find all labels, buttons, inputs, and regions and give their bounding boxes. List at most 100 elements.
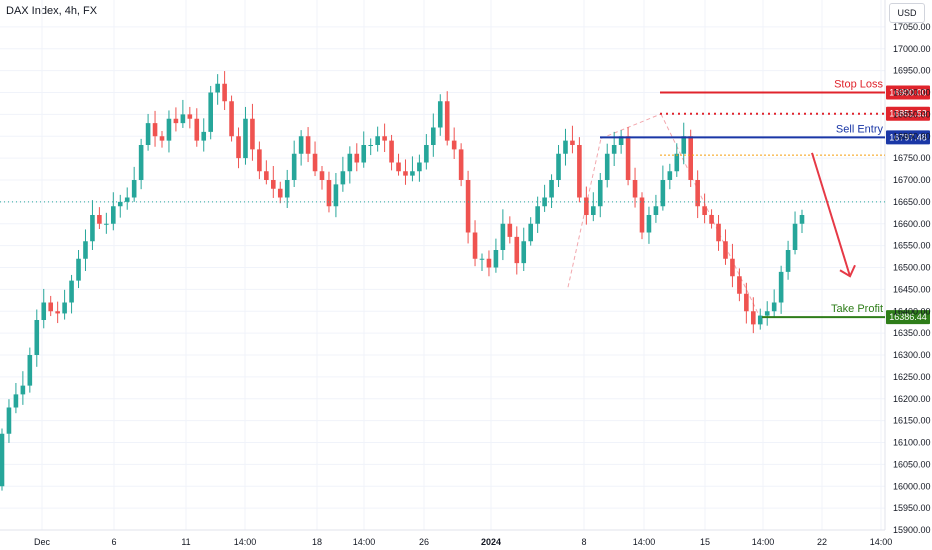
candle-body: [201, 131, 207, 141]
candle-body: [604, 153, 610, 180]
candle-body: [744, 293, 749, 312]
candle-body: [500, 223, 506, 250]
candle-body: [785, 250, 791, 272]
level-name: Sell Entry: [836, 123, 884, 135]
y-tick-label: 16250.00: [893, 372, 931, 382]
candle-body: [48, 302, 53, 312]
x-tick-label: 14:00: [234, 537, 257, 547]
candle-body: [716, 223, 721, 242]
candle-body: [507, 223, 513, 237]
candle-body: [124, 197, 130, 202]
candle-body: [799, 215, 805, 224]
y-tick-label: 16200.00: [893, 394, 931, 404]
y-tick-label: 16350.00: [893, 328, 931, 338]
candle-body: [298, 136, 304, 154]
x-tick-label: 26: [419, 537, 429, 547]
candle-body: [646, 215, 652, 233]
pattern-line: [600, 113, 662, 139]
level-badge-label: 16851.53: [889, 109, 927, 119]
x-tick-label: 18: [312, 537, 322, 547]
candle-body: [361, 145, 367, 163]
candle-body: [451, 140, 457, 150]
level-name: Take Profit: [831, 303, 883, 315]
candle-body: [424, 145, 429, 163]
candle-body: [632, 180, 638, 198]
candle-body: [34, 320, 40, 355]
y-tick-label: 15950.00: [893, 503, 931, 513]
candle-body: [702, 206, 707, 215]
x-tick-label: 2024: [481, 537, 501, 547]
candle-body: [723, 241, 728, 259]
price-levels: Stop Loss 16900.00 16851.53 Sell Entry 16797…: [0, 79, 930, 325]
candle-body: [514, 236, 520, 264]
x-tick-label: 15: [700, 537, 710, 547]
candle-body: [340, 171, 346, 185]
x-tick-label: 14:00: [870, 537, 893, 547]
candle-body: [577, 145, 582, 198]
level-badge-label: 16386.44: [889, 312, 927, 322]
candle-body: [535, 206, 540, 224]
chart-title: DAX Index, 4h, FX: [6, 5, 98, 17]
candle-body: [20, 385, 26, 395]
candle-body: [389, 140, 394, 163]
candle-body: [243, 118, 248, 159]
candle-body: [660, 180, 666, 207]
candle-body: [138, 145, 144, 180]
candle-body: [688, 136, 693, 180]
candle-body: [479, 258, 485, 260]
candlestick-series: [0, 71, 805, 491]
y-tick-label: 17000.00: [893, 44, 931, 54]
x-tick-label: 6: [111, 537, 116, 547]
y-tick-label: 16700.00: [893, 175, 931, 185]
x-tick-label: 22: [817, 537, 827, 547]
candle-body: [437, 101, 443, 128]
candle-body: [0, 433, 5, 487]
candle-body: [737, 276, 742, 294]
y-tick-label: 16100.00: [893, 438, 931, 448]
candle-body: [528, 223, 533, 242]
candle-body: [354, 153, 360, 163]
y-tick-label: 15900.00: [893, 525, 931, 535]
candle-body: [674, 153, 680, 172]
candle-body: [152, 123, 158, 137]
candle-body: [521, 241, 527, 264]
candle-body: [792, 223, 798, 250]
candle-body: [312, 153, 318, 172]
arrow-head: [839, 264, 856, 278]
candle-body: [611, 145, 617, 154]
level-badge-label: 16900.00: [889, 88, 927, 98]
pattern-lines: [567, 113, 761, 318]
candle-body: [208, 92, 213, 132]
level-name: Stop Loss: [834, 79, 883, 91]
candle-body: [187, 114, 193, 119]
candle-body: [284, 180, 290, 198]
y-tick-label: 16400.00: [893, 306, 931, 316]
candle-body: [417, 162, 422, 172]
candle-body: [333, 184, 339, 207]
candle-body: [173, 118, 179, 124]
candle-body: [695, 180, 700, 207]
candle-body: [778, 271, 784, 303]
candle-body: [597, 180, 603, 207]
candle-body: [271, 180, 276, 189]
candle-body: [570, 140, 575, 145]
x-tick-label: 11: [181, 537, 190, 547]
candle-body: [403, 171, 408, 176]
candle-body: [117, 201, 123, 207]
candle-body: [277, 188, 283, 198]
candle-body: [145, 123, 151, 145]
x-tick-label: 14:00: [633, 537, 656, 547]
x-tick-label: 14:00: [752, 537, 775, 547]
candle-body: [771, 302, 777, 312]
candle-body: [159, 136, 165, 141]
candle-body: [465, 180, 471, 233]
currency-selector[interactable]: USD: [889, 3, 925, 23]
y-tick-label: 16750.00: [893, 153, 931, 163]
pattern-line: [567, 138, 602, 288]
candle-body: [291, 153, 297, 180]
time-axis: Dec 6 11 14:00 18 14:00 26 2024 8 14:00 15 14:00 22 1…: [34, 537, 892, 547]
y-tick-label: 17050.00: [893, 22, 931, 32]
y-tick-label: 16300.00: [893, 350, 931, 360]
price-axis: 17050.00 17000.00 16950.00 16900.00 16850.00…: [893, 22, 931, 535]
